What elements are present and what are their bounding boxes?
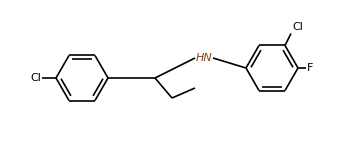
Text: Cl: Cl [30, 73, 41, 83]
Text: F: F [307, 63, 313, 73]
Text: HN: HN [196, 53, 213, 63]
Text: Cl: Cl [292, 22, 303, 33]
